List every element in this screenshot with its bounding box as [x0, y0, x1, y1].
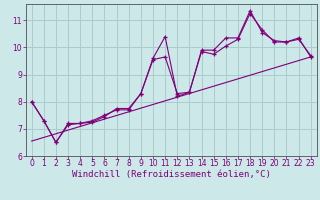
X-axis label: Windchill (Refroidissement éolien,°C): Windchill (Refroidissement éolien,°C) — [72, 170, 271, 179]
